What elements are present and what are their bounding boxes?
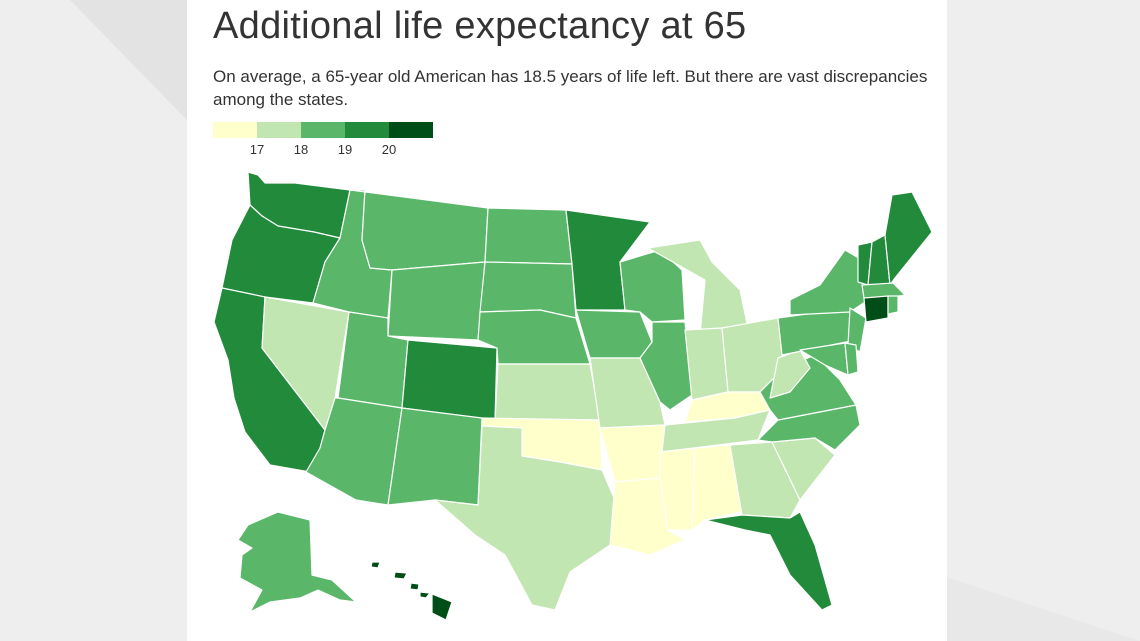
map-subtitle: On average, a 65-year old American has 1… (213, 67, 928, 109)
state-alaska[interactable] (237, 511, 357, 613)
state-alabama[interactable] (691, 444, 743, 531)
state-mississippi[interactable] (659, 447, 696, 531)
state-texas[interactable] (434, 425, 616, 611)
state-tennessee[interactable] (661, 409, 771, 453)
legend-tick-18: 18 (293, 142, 309, 157)
legend-tick-17: 17 (249, 142, 265, 157)
legend-tick-20: 20 (381, 142, 397, 157)
legend-swatch-0 (213, 122, 257, 138)
state-new-mexico[interactable] (387, 407, 483, 506)
state-georgia[interactable] (729, 441, 801, 519)
state-south-dakota[interactable] (479, 261, 577, 319)
legend-swatch-2 (301, 122, 345, 138)
legend-tick-19: 19 (337, 142, 353, 157)
state-maine[interactable] (884, 191, 933, 286)
legend-swatch-4 (389, 122, 433, 138)
state-florida[interactable] (704, 511, 833, 611)
state-michigan[interactable] (647, 239, 749, 336)
state-colorado[interactable] (401, 339, 498, 421)
map-title: Additional life expectancy at 65 (213, 5, 747, 47)
state-missouri[interactable] (589, 357, 666, 429)
state-iowa[interactable] (575, 309, 653, 359)
legend-swatch-1 (257, 122, 301, 138)
state-montana[interactable] (349, 189, 489, 271)
state-new-york[interactable] (789, 249, 869, 316)
state-delaware[interactable] (844, 342, 859, 376)
state-hawaii[interactable] (370, 561, 453, 621)
state-new-jersey[interactable] (847, 307, 867, 353)
state-arkansas[interactable] (599, 424, 666, 483)
color-legend: 17 18 19 20 (213, 122, 433, 162)
state-kansas[interactable] (494, 363, 601, 421)
state-north-dakota[interactable] (484, 207, 573, 265)
state-indiana[interactable] (684, 327, 729, 401)
state-wyoming[interactable] (387, 261, 486, 341)
state-connecticut[interactable] (863, 295, 889, 323)
legend-swatch-3 (345, 122, 389, 138)
state-rhode-island[interactable] (887, 295, 899, 315)
